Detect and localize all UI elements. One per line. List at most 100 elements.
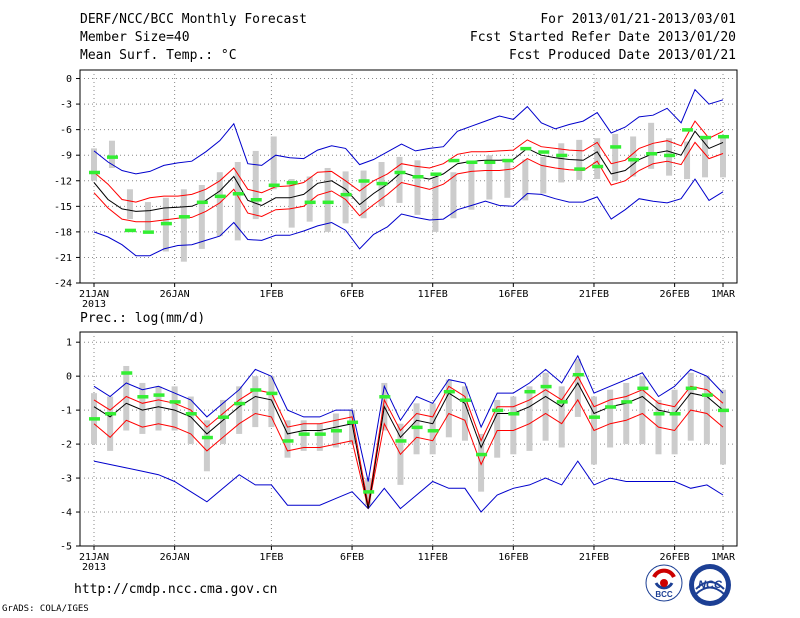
prec-observed-mark (169, 400, 181, 404)
temp-observed-mark (682, 128, 694, 132)
prec-xtick-label: 11FEB (418, 552, 448, 563)
prec-observed-mark (395, 439, 407, 443)
prec-member-range-box (558, 386, 565, 448)
prec-member-range-box (316, 423, 323, 451)
prec-member-range-box (687, 372, 694, 441)
temp-year-label: 2013 (82, 299, 106, 310)
temp-ytick-label: -24 (54, 279, 72, 290)
prec-observed-mark (121, 371, 133, 375)
prec-member-range-box (203, 420, 210, 472)
prec-observed-mark (218, 415, 230, 419)
temp-xtick-label: 11FEB (418, 289, 448, 300)
prec-xtick-label: 1MAR (711, 552, 736, 563)
temp-observed-mark (250, 198, 262, 202)
prec-ytick-label: -4 (60, 508, 72, 519)
temp-observed-mark (124, 228, 136, 233)
prec-xtick-label: 6FEB (340, 552, 364, 563)
source-url-link[interactable]: http://cmdp.ncc.cma.gov.cn (74, 582, 278, 597)
prec-ytick-label: -2 (60, 440, 72, 451)
temp-observed-mark (232, 192, 244, 196)
temp-ytick-label: -21 (54, 253, 72, 264)
prec-member-range-box (236, 386, 243, 434)
prec-member-range-box (268, 376, 275, 428)
prec-observed-mark (298, 432, 310, 436)
forecast-produced-date: Fcst Produced Date 2013/01/21 (509, 48, 736, 63)
temp-observed-mark (502, 158, 514, 163)
temp-member-range-box (324, 167, 331, 232)
prec-observed-mark (459, 398, 471, 402)
temp-observed-mark (196, 200, 208, 205)
temp-member-range-box (540, 156, 547, 194)
prec-member-range-box (461, 386, 468, 441)
temp-observed-mark (412, 175, 424, 179)
temp-member-range-box (612, 133, 619, 181)
temp-xtick-label: 26JAN (160, 289, 190, 300)
prec-observed-mark (605, 405, 617, 409)
temp-ytick-label: -12 (54, 176, 72, 187)
prec-xtick-label: 26FEB (660, 552, 690, 563)
temp-member-range-box (720, 136, 726, 178)
temp-ytick-label: -18 (54, 227, 72, 238)
temp-observed-mark (538, 150, 550, 154)
prec-xtick-label: 21JAN (79, 552, 109, 563)
prec-member-range-box (639, 376, 646, 445)
prec-observed-mark (314, 432, 326, 436)
temp-member-range-box (648, 122, 655, 169)
temp-xtick-label: 21JAN (79, 289, 109, 300)
prec-member-range-box (445, 379, 452, 438)
temp-observed-mark (646, 151, 658, 156)
prec-member-range-box (252, 376, 259, 428)
temp-member-range-box (270, 136, 277, 190)
prec-observed-mark (427, 429, 439, 433)
prec-xtick-label: 1FEB (259, 552, 283, 563)
prec-ytick-label: -1 (60, 406, 72, 417)
prec-observed-mark (137, 395, 149, 399)
temp-ytick-label: -9 (60, 151, 72, 162)
temp-observed-mark (448, 158, 460, 163)
prec-member-range-box (494, 399, 501, 458)
temp-observed-mark (89, 170, 100, 175)
prec-member-range-box (107, 396, 114, 451)
prec-observed-mark (443, 389, 455, 394)
prec-member-range-box (123, 365, 130, 431)
prec-observed-mark (363, 490, 375, 494)
temp-observed-mark (628, 157, 640, 162)
prec-observed-mark (153, 393, 165, 397)
forecast-started-date: Fcst Started Refer Date 2013/01/20 (469, 30, 736, 45)
temp-observed-mark (574, 167, 586, 171)
prec-lower-spread-line (93, 398, 724, 509)
temp-member-range-box (252, 150, 259, 220)
temp-observed-mark (304, 200, 316, 205)
temp-observed-mark (322, 200, 334, 205)
temp-panel: 0 -3 -6 -9 -12 -15 -18 -21 -24 21JAN 26JAN 1FEB 6FEB… (54, 69, 738, 310)
temp-observed-mark (286, 180, 298, 185)
prec-ensemble-mean-line (93, 382, 724, 509)
temp-member-range-box (684, 141, 691, 180)
prec-xtick-label: 26JAN (160, 552, 190, 563)
temp-member-range-box (180, 189, 187, 262)
prec-ytick-label: -3 (60, 474, 72, 485)
prec-year-label: 2013 (82, 562, 106, 573)
prec-observed-mark (540, 384, 552, 389)
temp-member-range-box (486, 155, 493, 200)
temp-observed-mark (178, 215, 190, 219)
prec-frame (79, 331, 738, 547)
prec-member-range-box (349, 410, 356, 445)
prec-max-member-line (93, 354, 724, 482)
prec-observed-mark (266, 391, 278, 396)
temp-member-range-box (468, 163, 475, 210)
prec-ytick-label: 1 (66, 338, 72, 349)
temp-lower-spread-line (93, 141, 724, 223)
prec-observed-mark (476, 452, 488, 457)
temp-observed-mark (718, 134, 729, 139)
prec-observed-mark (588, 415, 600, 419)
temp-ytick-label: -15 (54, 202, 72, 213)
prec-observed-mark (347, 420, 359, 425)
prec-member-range-box (220, 399, 227, 445)
temp-member-range-box (198, 185, 205, 249)
temp-observed-mark (664, 153, 676, 158)
prec-min-member-line (93, 460, 724, 513)
prec-observed-mark (685, 386, 697, 391)
temp-xtick-label: 6FEB (340, 289, 364, 300)
